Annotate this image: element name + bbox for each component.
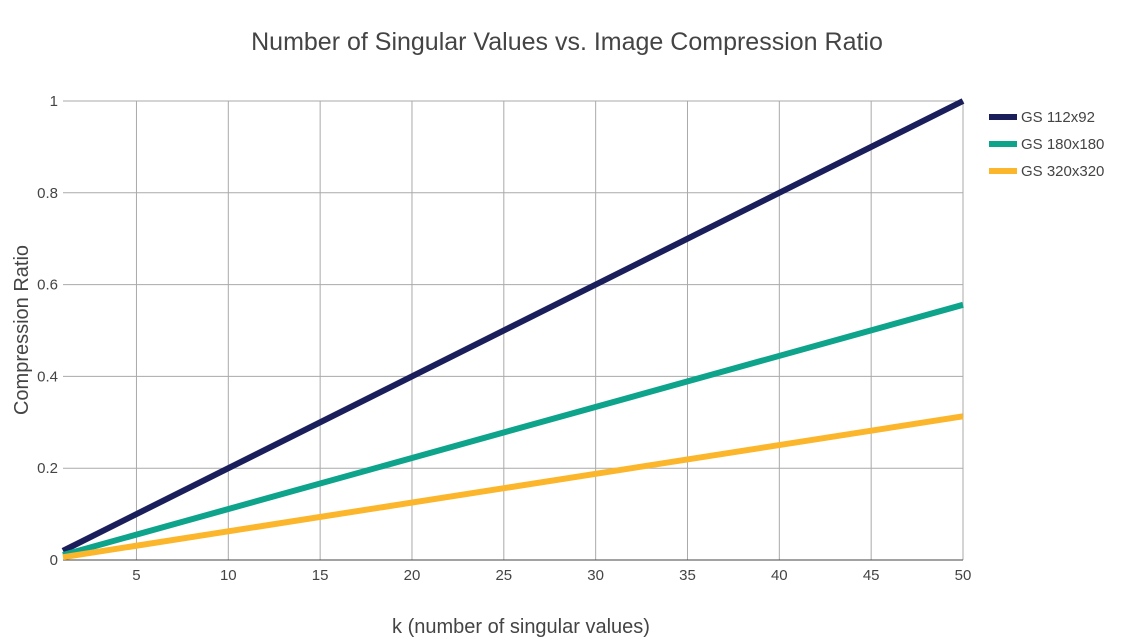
y-tick-label: 0.8: [37, 185, 58, 202]
plot-area: [61, 98, 965, 561]
x-tick-label: 35: [679, 567, 696, 584]
x-tick-label: 5: [132, 567, 140, 584]
x-tick-label: 10: [220, 567, 237, 584]
chart-title: Number of Singular Values vs. Image Comp…: [251, 28, 883, 56]
legend-item[interactable]: GS 320x320: [989, 163, 1104, 180]
x-tick-label: 15: [312, 567, 329, 584]
legend-item[interactable]: GS 112x92: [989, 109, 1095, 126]
legend-label: GS 180x180: [1021, 136, 1104, 153]
x-tick-label: 50: [955, 567, 972, 584]
y-tick-label: 0: [50, 552, 58, 569]
y-axis-label: Compression Ratio: [11, 245, 33, 415]
legend[interactable]: GS 112x92 GS 180x180 GS 320x320: [989, 109, 1104, 180]
series-line-1[interactable]: [61, 98, 965, 554]
legend-label: GS 112x92: [1021, 109, 1095, 126]
tick-labels: 00.20.40.60.815 10 15 20 25 30 35 40 45 50: [37, 93, 971, 584]
series-line-2[interactable]: [62, 301, 964, 558]
x-tick-label: 40: [771, 567, 788, 584]
series-line-3[interactable]: [62, 413, 964, 561]
y-tick-label: 0.6: [37, 277, 58, 294]
x-tick-label: 45: [863, 567, 880, 584]
x-axis-label: k (number of singular values): [392, 616, 650, 638]
legend-label: GS 320x320: [1021, 163, 1104, 180]
y-tick-label: 1: [50, 93, 58, 110]
y-tick-label: 0.4: [37, 368, 58, 385]
y-tick-label: 0.2: [37, 460, 58, 477]
legend-item[interactable]: GS 180x180: [989, 136, 1104, 153]
x-tick-label: 20: [404, 567, 421, 584]
x-tick-label: 25: [495, 567, 512, 584]
x-tick-label: 30: [587, 567, 604, 584]
